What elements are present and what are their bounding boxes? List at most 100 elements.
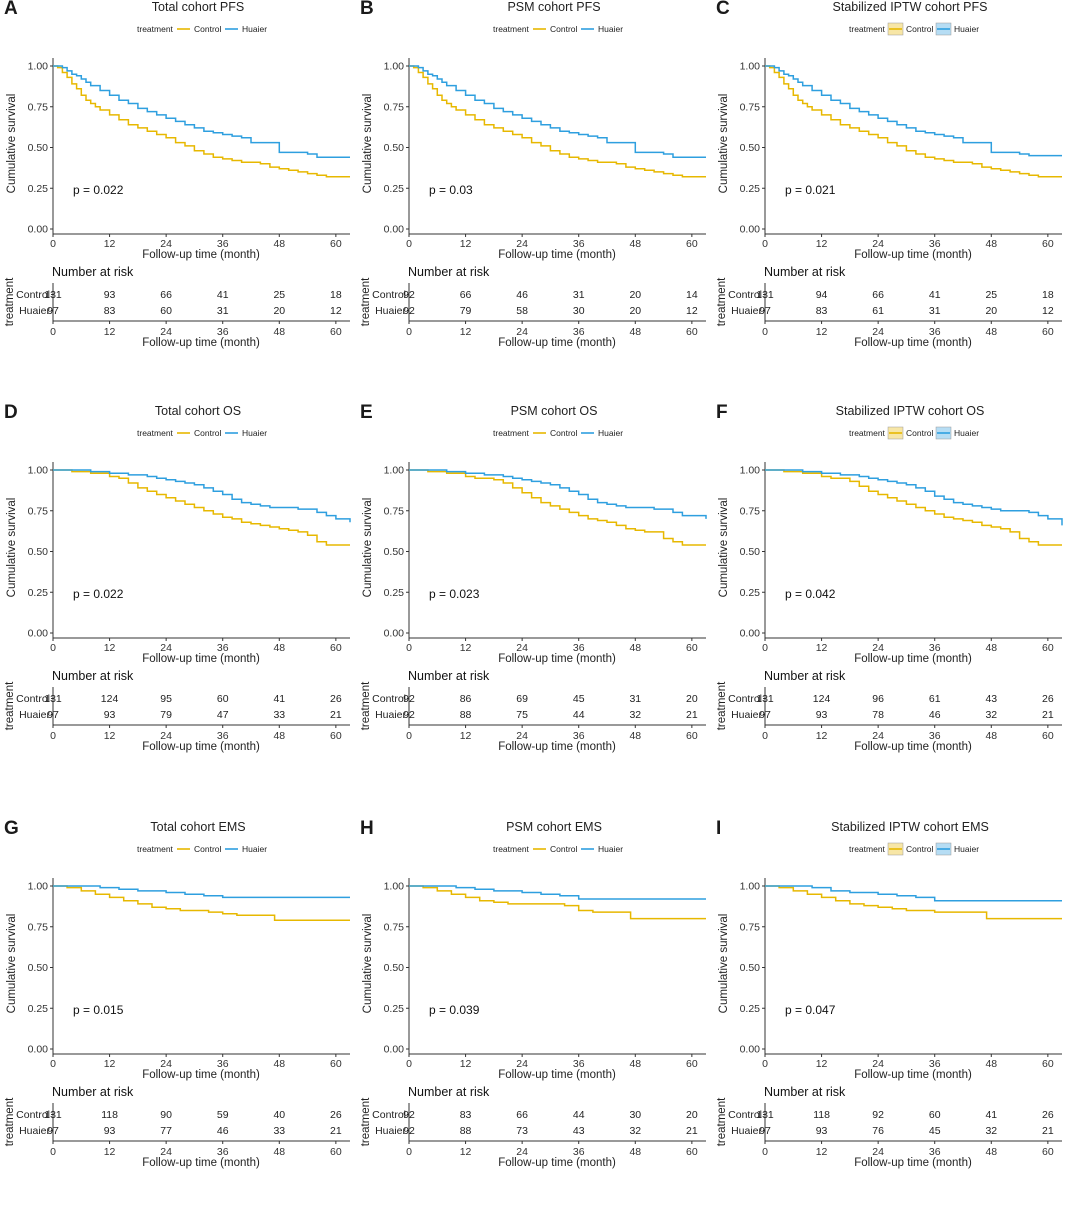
x-axis-title: Follow-up time (month) — [142, 653, 260, 665]
y-tick-label: 1.00 — [28, 61, 49, 73]
risk-count-control: 118 — [813, 1109, 830, 1121]
risk-count-control: 92 — [403, 289, 415, 301]
risk-row-label-huaier: Huaier — [19, 1125, 50, 1137]
legend-label-huaier: Huaier — [598, 24, 623, 34]
risk-count-huaier: 30 — [573, 305, 585, 317]
legend-label-control: Control — [906, 844, 934, 854]
p-value: p = 0.022 — [73, 183, 124, 197]
x-tick-label: 48 — [985, 642, 997, 654]
y-tick-label: 0.00 — [740, 628, 761, 640]
x-tick-label: 48 — [985, 1058, 997, 1070]
p-value: p = 0.022 — [73, 587, 124, 601]
risk-x-tick-label: 36 — [929, 326, 941, 338]
x-tick-label: 0 — [50, 642, 56, 654]
y-tick-label: 0.25 — [384, 183, 405, 195]
x-axis-title: Follow-up time (month) — [142, 249, 260, 261]
p-value: p = 0.042 — [785, 587, 836, 601]
risk-x-tick-label: 12 — [816, 1146, 828, 1158]
chart-title: Total cohort OS — [155, 404, 241, 418]
risk-count-huaier: 21 — [686, 709, 698, 721]
risk-x-tick-label: 24 — [516, 1146, 528, 1158]
y-tick-label: 0.25 — [740, 1003, 761, 1015]
x-tick-label: 0 — [762, 642, 768, 654]
x-tick-label: 60 — [1042, 642, 1054, 654]
risk-count-huaier: 93 — [816, 1125, 828, 1137]
risk-x-axis-title: Follow-up time (month) — [854, 337, 972, 349]
risk-count-huaier: 21 — [330, 709, 342, 721]
x-tick-label: 0 — [406, 642, 412, 654]
risk-x-tick-label: 12 — [460, 1146, 472, 1158]
panel-f: F Stabilized IPTW cohort OS treatment Contr… — [712, 402, 1065, 799]
risk-count-huaier: 44 — [573, 709, 585, 721]
panel-c: C Stabilized IPTW cohort PFS treatment Cont… — [712, 0, 1065, 395]
risk-row-label-huaier: Huaier — [731, 305, 762, 317]
legend-label-huaier: Huaier — [598, 844, 623, 854]
panel-letter: F — [716, 402, 728, 423]
risk-row-label-control: Control — [728, 693, 762, 705]
x-tick-label: 24 — [872, 642, 884, 654]
risk-count-control: 45 — [573, 693, 585, 705]
risk-count-huaier: 12 — [1042, 305, 1054, 317]
risk-x-tick-label: 24 — [872, 730, 884, 742]
risk-x-tick-label: 0 — [406, 730, 412, 742]
risk-count-huaier: 92 — [403, 709, 415, 721]
risk-count-huaier: 32 — [629, 709, 641, 721]
x-tick-label: 24 — [516, 642, 528, 654]
risk-x-tick-label: 60 — [686, 730, 698, 742]
risk-x-tick-label: 60 — [686, 326, 698, 338]
risk-count-huaier: 21 — [1042, 1125, 1054, 1137]
risk-count-huaier: 60 — [160, 305, 172, 317]
risk-count-huaier: 31 — [929, 305, 941, 317]
p-value: p = 0.021 — [785, 183, 836, 197]
panel-letter: C — [716, 0, 730, 19]
legend: treatment Control Huaier — [849, 22, 979, 36]
risk-count-huaier: 97 — [47, 305, 59, 317]
risk-x-tick-label: 0 — [762, 730, 768, 742]
x-tick-label: 12 — [104, 238, 116, 250]
y-tick-label: 0.25 — [28, 587, 49, 599]
risk-count-control: 90 — [160, 1109, 172, 1121]
risk-table-title: Number at risk — [764, 669, 846, 683]
risk-count-control: 59 — [217, 1109, 229, 1121]
risk-count-huaier: 93 — [816, 709, 828, 721]
x-tick-label: 24 — [160, 642, 172, 654]
x-tick-label: 12 — [460, 642, 472, 654]
risk-count-control: 131 — [44, 289, 62, 301]
risk-x-tick-label: 60 — [330, 1146, 342, 1158]
x-tick-label: 24 — [872, 1058, 884, 1070]
risk-count-control: 30 — [629, 1109, 641, 1121]
x-tick-label: 24 — [160, 238, 172, 250]
risk-count-huaier: 88 — [460, 709, 472, 721]
risk-table-title: Number at risk — [764, 1085, 846, 1099]
risk-x-tick-label: 48 — [273, 730, 285, 742]
risk-count-control: 31 — [629, 693, 641, 705]
risk-x-tick-label: 24 — [160, 730, 172, 742]
x-tick-label: 60 — [330, 238, 342, 250]
legend: treatment Control Huaier — [137, 428, 267, 438]
y-tick-label: 1.00 — [740, 465, 761, 477]
risk-count-control: 26 — [330, 693, 342, 705]
risk-x-tick-label: 48 — [629, 730, 641, 742]
x-tick-label: 24 — [516, 238, 528, 250]
risk-table-title: Number at risk — [408, 265, 490, 279]
y-tick-label: 0.25 — [384, 1003, 405, 1015]
survival-curve-control — [53, 469, 350, 546]
y-tick-label: 0.25 — [740, 183, 761, 195]
risk-y-axis-title: treatment — [4, 277, 16, 326]
risk-count-control: 44 — [573, 1109, 585, 1121]
legend-title: treatment — [849, 844, 886, 854]
y-tick-label: 0.50 — [384, 546, 405, 558]
chart-title: PSM cohort EMS — [506, 820, 602, 834]
y-tick-label: 0.75 — [384, 921, 405, 933]
x-tick-label: 48 — [273, 642, 285, 654]
risk-count-control: 25 — [985, 289, 997, 301]
risk-x-axis-title: Follow-up time (month) — [142, 1157, 260, 1169]
survival-curve-huaier — [765, 469, 1063, 526]
risk-count-control: 124 — [813, 693, 831, 705]
risk-x-axis-title: Follow-up time (month) — [854, 1157, 972, 1169]
y-axis-title: Cumulative survival — [362, 498, 374, 598]
y-tick-label: 1.00 — [28, 881, 49, 893]
legend-title: treatment — [849, 24, 886, 34]
y-tick-label: 0.50 — [384, 142, 405, 154]
